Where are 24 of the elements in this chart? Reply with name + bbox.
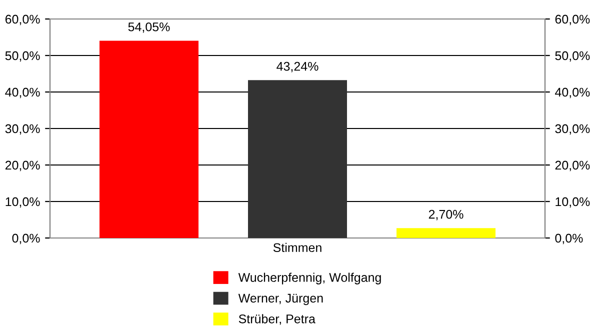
y-tick-label: 40,0% bbox=[5, 88, 40, 98]
bar bbox=[248, 80, 347, 238]
text: 20,0% bbox=[555, 160, 590, 172]
bar bbox=[100, 40, 198, 238]
y-tick-label: 60,0% bbox=[5, 14, 40, 26]
legend-label: Werner, Jürgen bbox=[238, 294, 323, 306]
legend-label: Strüber, Petra bbox=[238, 314, 316, 325]
y-tick-label: 10,0% bbox=[6, 197, 40, 208]
text: 40,0% bbox=[555, 88, 590, 98]
y-tick-label: 30,0% bbox=[5, 124, 40, 135]
text: 10,0% bbox=[556, 197, 590, 208]
data-label: 54,05% bbox=[128, 22, 170, 33]
bar bbox=[396, 228, 496, 238]
text: 60,0% bbox=[555, 14, 590, 26]
y-tick-label: 20,0% bbox=[5, 160, 40, 172]
y-tick-label: 0,0% bbox=[12, 234, 40, 244]
data-label: 43,24% bbox=[276, 62, 318, 72]
text: 0,0% bbox=[555, 234, 583, 244]
data-label: 2,70% bbox=[428, 210, 464, 220]
text: 30,0% bbox=[555, 124, 590, 135]
y-tick-label: 50,0% bbox=[5, 51, 40, 62]
x-tick-label: Stimmen bbox=[273, 242, 322, 252]
text: 50,0% bbox=[555, 51, 590, 62]
legend-label: Wucherpfennig, Wolfgang bbox=[238, 272, 381, 284]
